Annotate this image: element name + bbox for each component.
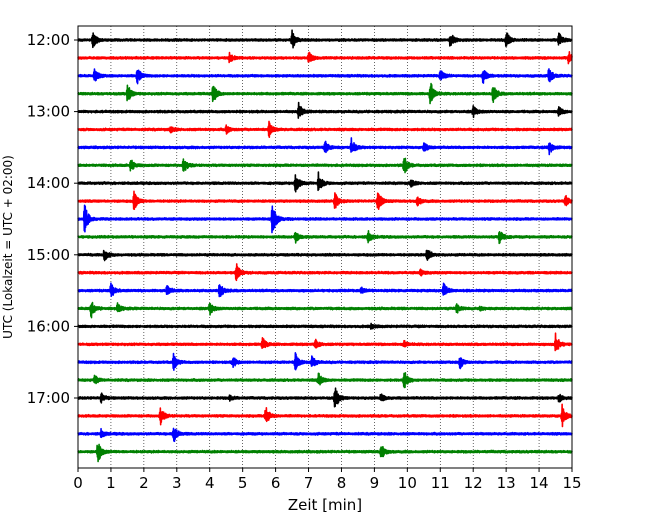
- trace-1415: [77, 190, 573, 211]
- x-tick-label-15: 15: [562, 474, 581, 492]
- trace-1445: [77, 229, 573, 245]
- trace-1345: [77, 157, 573, 174]
- x-axis-ticks: 0 1 2 3 4 5 6 7 8 9 10 11 12 13 14 15: [73, 468, 582, 492]
- trace-1600: [77, 322, 573, 330]
- y-axis-ticks: 12:00 13:00 14:00 15:00 16:00 17:00: [27, 31, 78, 407]
- trace-1645: [77, 372, 573, 389]
- x-tick-label-12: 12: [464, 474, 483, 492]
- x-tick-label-14: 14: [530, 474, 549, 492]
- x-tick-label-3: 3: [172, 474, 182, 492]
- trace-1615: [77, 332, 573, 352]
- x-tick-label-10: 10: [398, 474, 417, 492]
- trace-1315: [77, 120, 573, 139]
- trace-1715: [77, 403, 573, 428]
- trace-1215: [77, 51, 573, 65]
- trace-1515: [77, 263, 573, 282]
- trace-1330: [77, 137, 573, 156]
- y-tick-label-4: 16:00: [27, 317, 70, 335]
- y-axis-label: UTC (Lokalzeit = UTC + 02:00): [1, 155, 15, 339]
- y-tick-label-5: 17:00: [27, 389, 70, 407]
- x-tick-label-5: 5: [238, 474, 248, 492]
- x-tick-label-2: 2: [139, 474, 149, 492]
- x-tick-label-4: 4: [205, 474, 215, 492]
- trace-1200: [77, 29, 573, 49]
- x-tick-label-11: 11: [431, 474, 450, 492]
- y-tick-label-2: 14:00: [27, 174, 70, 192]
- trace-1730: [77, 427, 573, 443]
- seismogram-traces: [77, 29, 573, 463]
- plot-frame: [77, 25, 573, 469]
- x-tick-label-7: 7: [304, 474, 314, 492]
- x-tick-label-6: 6: [271, 474, 281, 492]
- x-tick-label-13: 13: [497, 474, 516, 492]
- trace-1500: [77, 249, 573, 262]
- trace-1430: [77, 204, 573, 234]
- trace-1530: [77, 282, 573, 298]
- x-tick-label-0: 0: [73, 474, 83, 492]
- x-tick-label-9: 9: [370, 474, 380, 492]
- y-tick-label-3: 15:00: [27, 246, 70, 264]
- trace-1400: [77, 171, 573, 193]
- trace-1230: [77, 68, 573, 85]
- x-tick-label-1: 1: [106, 474, 116, 492]
- trace-1300: [77, 101, 573, 119]
- x-tick-label-8: 8: [337, 474, 347, 492]
- y-tick-label-0: 12:00: [27, 31, 70, 49]
- trace-1700: [77, 387, 573, 408]
- trace-1245: [77, 82, 573, 105]
- y-tick-label-1: 13:00: [27, 103, 70, 121]
- trace-1630: [77, 352, 573, 371]
- trace-1545: [77, 301, 573, 319]
- trace-1745: [77, 443, 573, 463]
- x-axis-label: Zeit [min]: [288, 496, 362, 514]
